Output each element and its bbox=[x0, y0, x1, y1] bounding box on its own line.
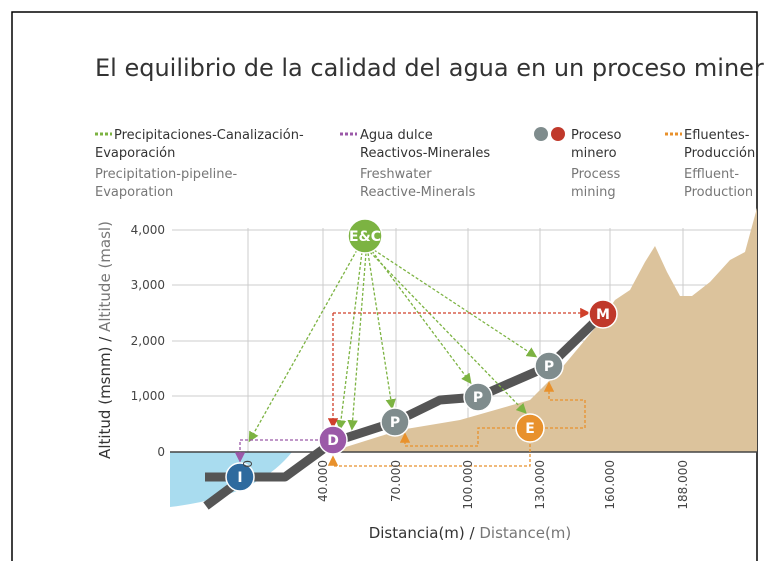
y-tick-label: 1,000 bbox=[131, 389, 165, 403]
node-circle bbox=[588, 299, 618, 329]
y-title-es: Altitud (msnm) bbox=[96, 347, 114, 459]
flows bbox=[234, 249, 591, 467]
y-title-sep: / bbox=[96, 332, 114, 347]
node-circle bbox=[318, 425, 348, 455]
node-label: P bbox=[390, 415, 400, 431]
axis-labels: 4,000 3,000 2,000 1,000 0 0 40.000 70.000 100.00… bbox=[131, 223, 690, 510]
node-label: P bbox=[544, 359, 554, 375]
legend-text: minero bbox=[571, 146, 617, 161]
legend-text: Producción bbox=[684, 146, 755, 161]
y-title-en: Altitude (masl) bbox=[96, 221, 114, 332]
legend-text: Precipitaciones-Canalización- bbox=[114, 128, 304, 143]
x-tick-label: 40.000 bbox=[316, 460, 330, 502]
legend-text: Reactive-Minerals bbox=[360, 185, 476, 200]
x-axis-title: Distancia(m) / Distance(m) bbox=[369, 524, 572, 542]
x-tick-label: 188.000 bbox=[676, 460, 690, 510]
legend-text: Freshwater bbox=[360, 167, 432, 182]
legend-text: Reactivos-Minerales bbox=[360, 146, 490, 161]
node-label: E bbox=[525, 421, 535, 437]
nodes: I D P P P M E E&C bbox=[225, 218, 618, 492]
legend-text: Evaporation bbox=[95, 185, 173, 200]
x-title-es: Distancia(m) bbox=[369, 524, 465, 542]
x-tick-label: 0 bbox=[241, 460, 255, 468]
node-circle bbox=[515, 413, 545, 443]
x-title-en: Distance(m) bbox=[479, 524, 571, 542]
terrain bbox=[330, 208, 757, 452]
node-circle bbox=[225, 462, 255, 492]
x-tick-label: 100.000 bbox=[461, 460, 475, 510]
node-circle bbox=[463, 382, 493, 412]
node-label: P bbox=[473, 390, 483, 406]
y-tick-label: 2,000 bbox=[131, 334, 165, 348]
legend-text: Agua dulce bbox=[360, 128, 433, 143]
legend-text: Effluent- bbox=[684, 167, 739, 182]
legend-text: Production bbox=[684, 185, 753, 200]
x-tick-label: 160.000 bbox=[603, 460, 617, 510]
legend-text: Precipitation-pipeline- bbox=[95, 167, 238, 182]
node-circle bbox=[534, 351, 564, 381]
node-label: I bbox=[237, 470, 242, 486]
legend-text: Process bbox=[571, 167, 621, 182]
legend-text: Efluentes- bbox=[684, 128, 750, 143]
y-tick-label: 3,000 bbox=[131, 278, 165, 292]
node-label: M bbox=[596, 307, 610, 323]
y-tick-label: 4,000 bbox=[131, 223, 165, 237]
y-axis-title: Altitud (msnm) / Altitude (masl) bbox=[96, 221, 114, 459]
x-tick-label: 130.000 bbox=[533, 460, 547, 510]
node-label: D bbox=[327, 433, 339, 449]
node-circle bbox=[347, 218, 383, 254]
node-label: E&C bbox=[349, 229, 381, 245]
x-tick-label: 70.000 bbox=[389, 460, 403, 502]
y-tick-label: 0 bbox=[157, 445, 165, 459]
legend: Precipitaciones-Canalización- Evaporació… bbox=[95, 127, 755, 200]
node-circle bbox=[380, 407, 410, 437]
x-title-sep: / bbox=[465, 524, 480, 542]
title: El equilibrio de la calidad del agua en … bbox=[95, 54, 764, 82]
legend-text: Evaporación bbox=[95, 146, 175, 161]
legend-text: Proceso bbox=[571, 128, 622, 143]
legend-text: mining bbox=[571, 185, 616, 200]
